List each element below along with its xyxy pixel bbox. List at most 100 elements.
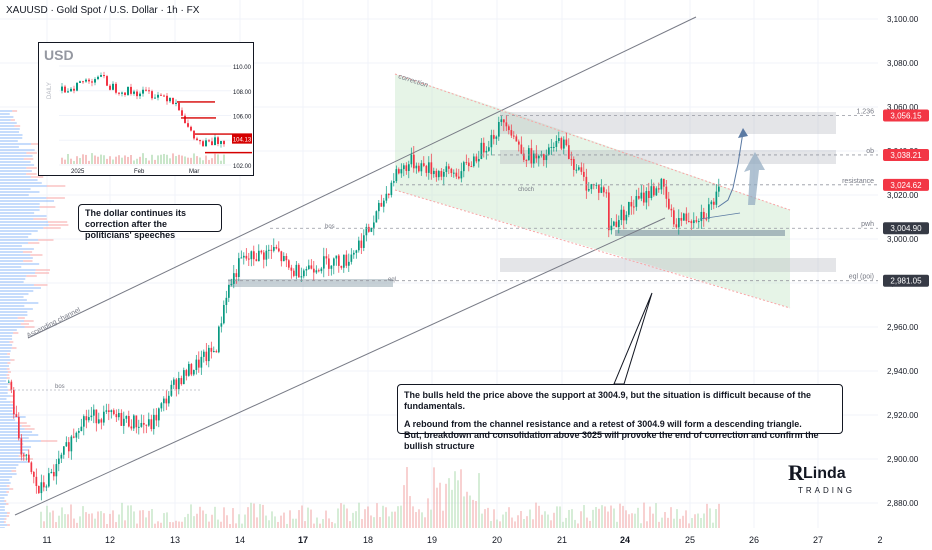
- volume-bar: [433, 467, 435, 528]
- candle-body: [408, 164, 410, 171]
- inset-candle-body: [169, 97, 171, 102]
- volume-bar: [154, 523, 156, 528]
- volume-profile-bar-sell: [28, 242, 40, 244]
- volume-bar: [622, 505, 624, 528]
- candle-body: [260, 250, 263, 253]
- volume-profile-bar: [0, 398, 7, 400]
- volume-bar: [640, 523, 642, 528]
- inset-volume-bar: [160, 154, 162, 164]
- candle-body: [210, 347, 213, 352]
- candle-body: [160, 403, 163, 409]
- volume-profile-bar: [0, 179, 38, 181]
- volume-bar: [124, 520, 126, 528]
- price-badge: [883, 222, 929, 235]
- volume-profile-bar-sell: [35, 269, 50, 271]
- ascending-channel[interactable]: [14, 16, 791, 516]
- candle-body: [155, 414, 158, 421]
- volume-profile-bar: [0, 245, 22, 247]
- candle-body: [25, 454, 28, 456]
- volume-profile-bar: [0, 221, 49, 223]
- dollar-callout-text: The dollar continues its correction afte…: [85, 208, 187, 240]
- channel-upper-line: [27, 16, 697, 339]
- volume-profile-bar: [0, 362, 8, 364]
- inset-candle-body: [106, 76, 108, 86]
- candle-body: [248, 258, 250, 260]
- candle-body: [440, 171, 443, 177]
- candle-body: [390, 182, 393, 196]
- volume-profile-bar: [0, 251, 23, 253]
- price-badge-label: 3,038.21: [890, 151, 922, 160]
- candle-body: [58, 458, 60, 465]
- price-axis[interactable]: 3,100.003,080.003,060.003,040.003,020.00…: [878, 0, 932, 550]
- volume-profile-bar: [0, 131, 20, 133]
- inset-candle-body: [178, 102, 180, 111]
- candle-body: [508, 126, 510, 131]
- volume-profile-bar: [0, 164, 35, 166]
- volume-bar: [592, 509, 594, 528]
- candle-body: [608, 192, 610, 231]
- volume-profile-bar: [0, 488, 10, 490]
- volume-bar: [541, 514, 543, 528]
- volume-bar: [613, 508, 615, 528]
- volume-bar: [130, 505, 132, 528]
- candle-body: [243, 255, 245, 258]
- inset-volume-bar: [181, 155, 183, 164]
- time-axis[interactable]: 11 12 13 14 17 18 19 20 21 24 25 26 27 2: [0, 528, 932, 550]
- candle-body: [528, 148, 530, 161]
- volume-profile-bar-sell: [30, 254, 43, 256]
- candle-body: [413, 154, 415, 169]
- volume-bar: [697, 513, 699, 528]
- volume-bar: [562, 521, 564, 528]
- pwh-support-bar: [615, 230, 785, 236]
- volume-bar: [664, 512, 666, 528]
- candle-body: [108, 410, 110, 413]
- volume-bar: [379, 517, 381, 528]
- inset-candle-body: [67, 91, 69, 93]
- volume-bar: [208, 521, 210, 528]
- inset-y-label: 110.00: [233, 65, 252, 71]
- volume-profile-bar: [0, 167, 27, 169]
- candle-body: [35, 476, 38, 487]
- volume-profile-bar: [0, 461, 28, 463]
- volume-bar: [703, 513, 705, 528]
- volume-bar: [103, 513, 105, 528]
- volume-profile-bar: [0, 458, 24, 460]
- candle-body: [520, 144, 523, 154]
- inset-volume-bar: [196, 156, 198, 164]
- candle-body: [208, 347, 210, 362]
- volume-bar: [232, 508, 234, 528]
- price-badge-label: 2,981.05: [890, 277, 922, 286]
- volume-bar: [370, 515, 372, 528]
- volume-bar: [646, 521, 648, 528]
- inset-candle-body: [115, 83, 117, 93]
- candle-body: [263, 252, 265, 260]
- candle-body: [285, 255, 288, 261]
- candle-body: [480, 142, 483, 159]
- inset-candle-body: [175, 102, 177, 104]
- volume-profile-bar-sell: [22, 251, 33, 253]
- inset-y-label: 102.00: [233, 164, 252, 170]
- volume-bar: [553, 512, 555, 528]
- candle-body: [380, 202, 383, 207]
- price-tick-label: 3,020.00: [887, 191, 919, 200]
- price-badge: [883, 148, 929, 161]
- volume-profile-bar: [0, 266, 22, 268]
- triangle-line: [699, 212, 741, 220]
- volume-profile-bar-sell: [11, 470, 17, 472]
- inset-candle-body: [121, 92, 123, 94]
- volume-bar: [112, 510, 114, 528]
- volume-profile-bar: [0, 413, 16, 415]
- candle-body: [48, 473, 50, 487]
- inset-price-badge-label: 104.13: [233, 138, 252, 144]
- volume-bar: [274, 516, 276, 528]
- volume-profile-bar: [0, 524, 8, 526]
- candle-body: [235, 273, 238, 277]
- volume-profile-bar: [0, 515, 7, 517]
- volume-bar: [109, 513, 111, 528]
- inset-volume-bar: [142, 153, 144, 164]
- volume-bar: [586, 517, 588, 528]
- candle-body: [420, 163, 423, 172]
- volume-bar: [316, 517, 318, 528]
- volume-profile-bar: [0, 338, 13, 340]
